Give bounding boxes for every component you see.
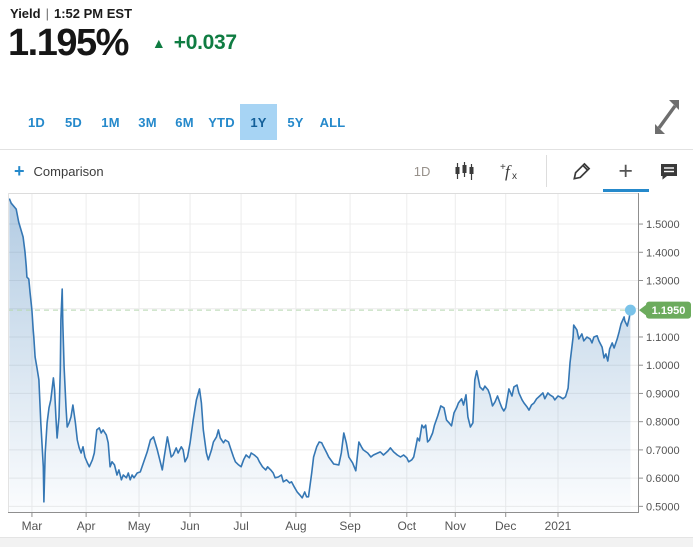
x-axis-label: Nov <box>445 519 466 533</box>
chart-style-button[interactable] <box>454 161 475 181</box>
current-price: 1.195% <box>8 22 129 64</box>
x-axis-label: Jul <box>233 519 248 533</box>
area-fill <box>9 198 631 512</box>
tab-3m[interactable]: 3M <box>138 114 157 130</box>
comparison-button[interactable]: + Comparison <box>14 162 104 180</box>
candlestick-chart-icon <box>455 162 474 180</box>
change-value: +0.037 <box>173 31 237 54</box>
y-axis-label: 0.7000 <box>646 445 680 457</box>
up-arrow-icon: ▲ <box>151 35 166 51</box>
tab-5d[interactable]: 5D <box>64 114 83 130</box>
tab-1m[interactable]: 1M <box>101 114 120 130</box>
price-row: 1.195% ▲ +0.037 <box>8 24 237 62</box>
x-axis-label: Jun <box>180 519 199 533</box>
x-axis-label: Dec <box>495 519 516 533</box>
pencil-icon <box>573 162 591 180</box>
tab-1y[interactable]: 1Y <box>240 104 277 140</box>
add-icon: + <box>618 156 633 185</box>
x-axis-label: Aug <box>285 519 306 533</box>
x-axis-label: Mar <box>22 519 43 533</box>
svg-text:x: x <box>512 171 517 181</box>
draw-button[interactable] <box>572 161 592 181</box>
expand-icon[interactable] <box>649 94 685 138</box>
fx-indicators-icon: + f x <box>500 162 517 181</box>
y-axis-label: 1.3000 <box>646 276 680 288</box>
price-change: ▲ +0.037 <box>152 31 237 55</box>
y-axis-label: 1.1000 <box>646 332 680 344</box>
y-axis-label: 0.9000 <box>646 388 680 400</box>
tab-6m[interactable]: 6M <box>175 114 194 130</box>
indicators-button[interactable]: + f x <box>499 161 521 181</box>
active-tool-underline <box>602 188 649 192</box>
bottom-strip <box>0 537 693 547</box>
y-axis-label: 1.4000 <box>646 247 680 259</box>
toolbar-separator <box>546 155 548 187</box>
frequency-selector[interactable]: 1D <box>413 163 431 179</box>
plus-icon: + <box>14 161 25 181</box>
range-tab-bar: 1D 5D 1M 3M 6M YTD 1Y 5Y ALL <box>18 104 351 140</box>
x-axis-label: May <box>128 519 151 533</box>
comments-button[interactable] <box>659 162 679 181</box>
tab-5y[interactable]: 5Y <box>287 114 304 130</box>
x-axis-label: Sep <box>339 519 361 533</box>
x-axis-label: Oct <box>397 519 416 533</box>
svg-text:+: + <box>500 162 506 173</box>
chart-toolbar: + Comparison 1D + f x <box>0 150 693 192</box>
tab-1d[interactable]: 1D <box>27 114 46 130</box>
tab-ytd[interactable]: YTD <box>208 114 235 130</box>
instrument-label: Yield <box>10 6 41 21</box>
current-value-badge-label: 1.1950 <box>652 305 686 317</box>
svg-text:f: f <box>505 162 512 181</box>
y-axis-label: 1.5000 <box>646 219 680 231</box>
toolbar-divider <box>0 149 693 150</box>
price-line <box>8 198 632 503</box>
y-axis-label: 0.8000 <box>646 417 680 429</box>
y-axis-label: 1.0000 <box>646 360 680 372</box>
y-axis-label: 0.5000 <box>646 501 680 513</box>
instrument-meta: Yield | 1:52 PM EST <box>10 6 132 21</box>
tab-all[interactable]: ALL <box>319 114 346 130</box>
y-axis-label: 0.6000 <box>646 473 680 485</box>
x-axis-label: Apr <box>77 519 96 533</box>
current-value-dot <box>624 304 636 316</box>
current-value-badge: 1.1950 <box>639 301 691 319</box>
meta-separator: | <box>45 6 49 21</box>
comment-icon <box>661 163 677 180</box>
toolbar-tools: 1D + f x <box>413 155 679 192</box>
x-axis-label: 2021 <box>545 519 572 533</box>
quote-timestamp: 1:52 PM EST <box>53 6 133 21</box>
add-tool-button[interactable]: + <box>602 156 649 192</box>
comparison-label: Comparison <box>33 163 104 179</box>
price-chart[interactable]: 1.5000 1.4000 1.3000 1.1000 1.0000 0.9000 0.80… <box>0 193 693 537</box>
